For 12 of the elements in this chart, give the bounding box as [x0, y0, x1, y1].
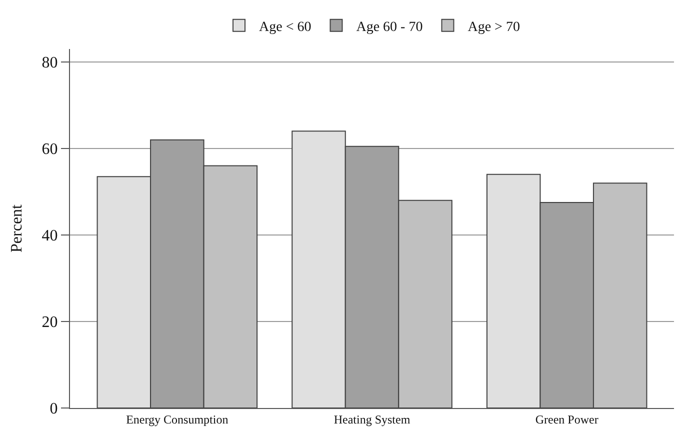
- y-tick-label: 80: [42, 54, 58, 72]
- x-tick-label: Green Power: [535, 412, 598, 426]
- y-tick-label: 40: [42, 228, 58, 245]
- legend-label: Age > 70: [468, 20, 520, 35]
- x-tick-label: Heating System: [334, 412, 411, 426]
- y-tick-label: 20: [42, 314, 58, 332]
- x-tick-label: Energy Consumption: [126, 412, 228, 426]
- legend-label: Age < 60: [259, 20, 312, 35]
- y-axis-title: Percent: [8, 204, 26, 252]
- y-tick-label: 0: [50, 400, 58, 418]
- y-tick-label: 60: [42, 141, 58, 158]
- legend-label: Age 60 - 70: [356, 20, 423, 35]
